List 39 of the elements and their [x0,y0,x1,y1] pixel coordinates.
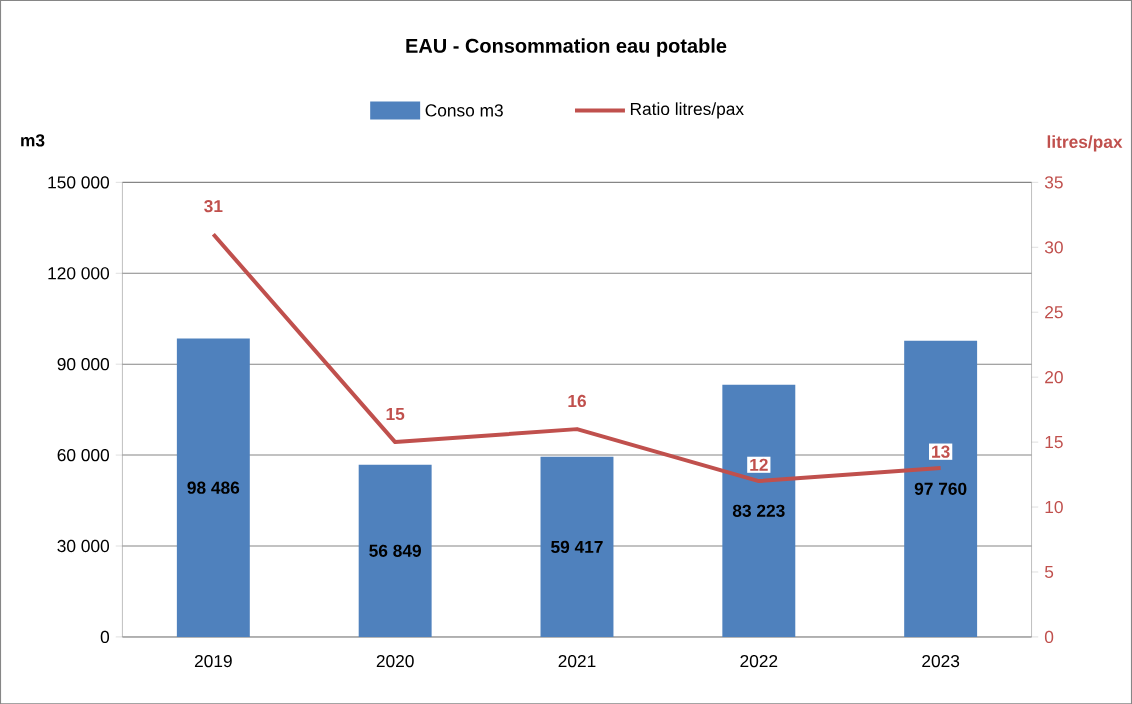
bar [904,340,978,637]
data-label: 15 [386,407,405,420]
data-label: 59 417 [551,540,603,553]
x-tick-label: 2020 [376,654,414,668]
legend-label: Conso m3 [425,104,503,117]
bar [540,456,614,637]
x-tick-label: 2022 [740,654,778,668]
data-label: 13 [932,445,950,458]
bar [176,338,250,637]
chart-title: EAU - Consommation eau potable [406,37,727,57]
y2-tick-label: 25 [1045,305,1063,319]
y2-axis-title: litres/pax [1047,135,1123,152]
y-axis-title: m3 [21,134,45,147]
y-tick-label: 150 000 [48,176,110,189]
bar [722,384,796,637]
data-label: 16 [568,394,586,407]
y2-tick-label: 0 [1044,630,1054,643]
data-label: 56 849 [369,544,421,557]
bar [358,464,432,637]
data-label: 98 486 [187,481,240,494]
y2-tick-label: 35 [1044,176,1063,189]
y-tick-label: 30 000 [57,539,110,552]
y2-tick-label: 20 [1045,370,1063,384]
x-tick-label: 2019 [194,654,232,668]
y-tick-label: 0 [100,630,110,643]
y2-tick-label: 15 [1045,435,1063,448]
y2-tick-label: 30 [1044,240,1063,254]
data-label: 12 [750,458,768,471]
data-label: 97 760 [914,482,967,495]
y2-tick-label: 10 [1045,500,1063,513]
y-tick-label: 120 000 [48,266,110,280]
y-tick-label: 60 000 [57,448,110,462]
legend-label: Ratio litres/pax [630,102,744,119]
y2-tick-label: 5 [1044,565,1054,578]
data-label: 83 223 [732,504,785,517]
y-tick-label: 90 000 [57,357,110,371]
data-label: 31 [204,199,223,213]
x-tick-label: 2023 [922,654,960,668]
x-tick-label: 2021 [558,654,596,668]
